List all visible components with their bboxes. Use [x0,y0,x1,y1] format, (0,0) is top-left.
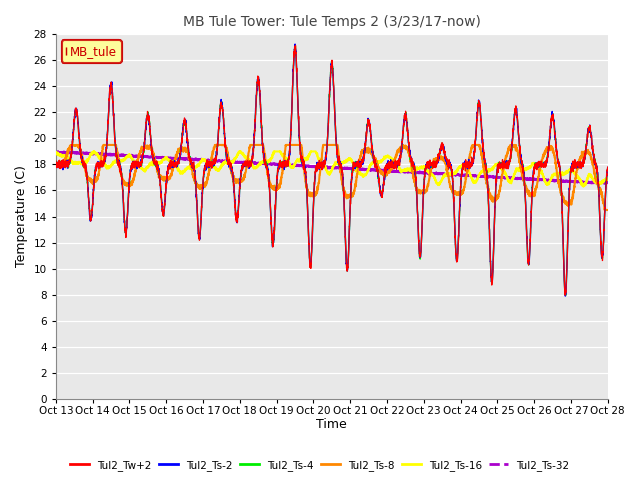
Y-axis label: Temperature (C): Temperature (C) [15,166,28,267]
Legend: MB_tule: MB_tule [61,40,122,63]
X-axis label: Time: Time [316,419,347,432]
Legend: Tul2_Tw+2, Tul2_Ts-2, Tul2_Ts-4, Tul2_Ts-8, Tul2_Ts-16, Tul2_Ts-32: Tul2_Tw+2, Tul2_Ts-2, Tul2_Ts-4, Tul2_Ts… [67,456,573,475]
Title: MB Tule Tower: Tule Temps 2 (3/23/17-now): MB Tule Tower: Tule Temps 2 (3/23/17-now… [183,15,481,29]
